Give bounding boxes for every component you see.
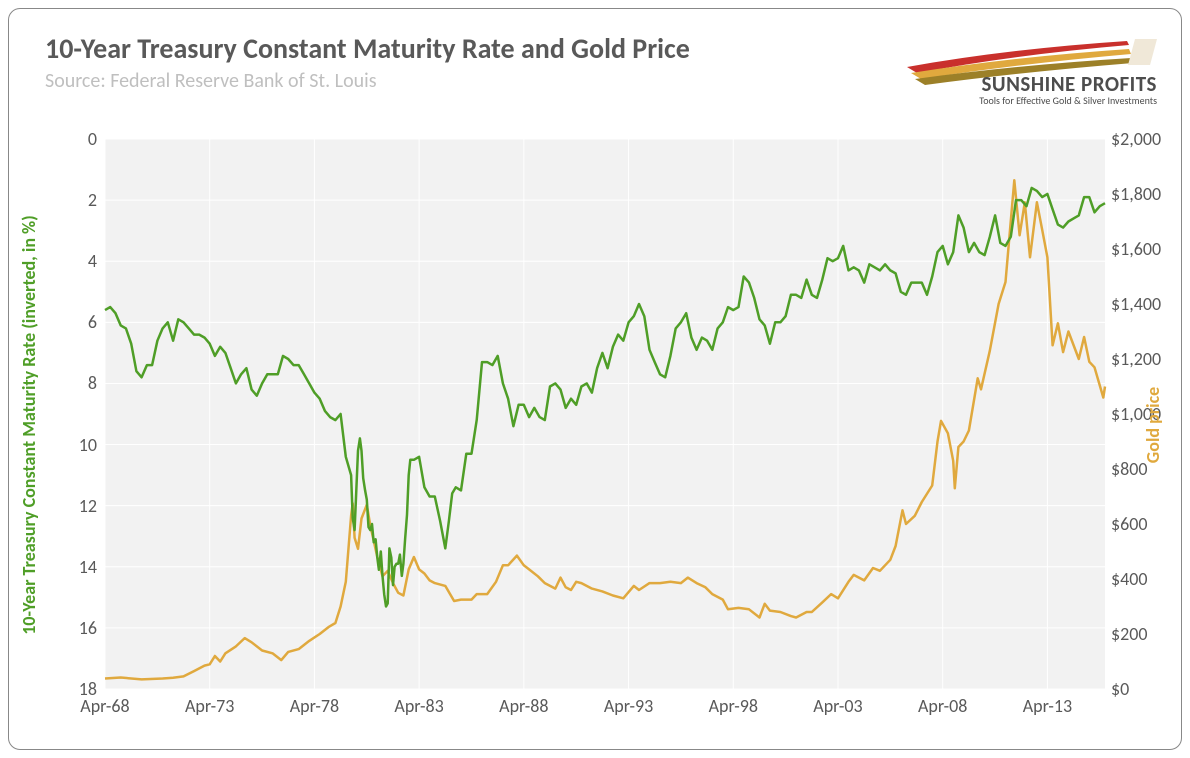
chart-frame: 10-Year Treasury Constant Maturity Rate …	[8, 8, 1182, 750]
y-right-tick-label: $2,000	[1111, 128, 1161, 150]
x-tick-label: Apr-88	[499, 695, 548, 717]
x-tick-label: Apr-78	[290, 695, 339, 717]
y-right-tick-label: $1,200	[1111, 348, 1161, 370]
plot-area	[105, 139, 1105, 689]
y-right-tick-label: $1,600	[1111, 238, 1161, 260]
y-right-tick-label: $0	[1111, 678, 1129, 700]
x-tick-label: Apr-68	[80, 695, 129, 717]
x-tick-label: Apr-03	[813, 695, 862, 717]
y-right-tick-label: $1,800	[1111, 183, 1161, 205]
treasury-rate-line	[105, 188, 1105, 607]
chart-title: 10-Year Treasury Constant Maturity Rate …	[45, 31, 690, 66]
y-left-tick-label: 14	[57, 556, 97, 578]
x-tick-label: Apr-13	[1023, 695, 1072, 717]
y-right-tick-label: $400	[1111, 568, 1148, 590]
y-left-tick-label: 10	[57, 434, 97, 456]
y-right-tick-label: $600	[1111, 513, 1148, 535]
x-tick-label: Apr-73	[185, 695, 234, 717]
y-right-tick-label: $1,400	[1111, 293, 1161, 315]
x-tick-label: Apr-98	[709, 695, 758, 717]
y-right-tick-label: $200	[1111, 623, 1148, 645]
logo-text-sub: Tools for Effective Gold & Silver Invest…	[979, 94, 1157, 107]
y-left-tick-label: 6	[57, 311, 97, 333]
y-left-tick-label: 8	[57, 372, 97, 394]
y-left-tick-label: 0	[57, 128, 97, 150]
x-tick-label: Apr-93	[604, 695, 653, 717]
chart-subtitle: Source: Federal Reserve Bank of St. Loui…	[45, 69, 377, 93]
y-right-axis-title: Gold price	[1142, 387, 1164, 463]
data-lines	[105, 139, 1105, 689]
y-left-tick-label: 2	[57, 189, 97, 211]
y-left-tick-label: 12	[57, 495, 97, 517]
y-left-tick-label: 4	[57, 250, 97, 272]
x-tick-label: Apr-83	[394, 695, 443, 717]
x-tick-label: Apr-08	[918, 695, 967, 717]
brand-logo: SUNSHINE PROFITS Tools for Effective Gol…	[897, 39, 1157, 109]
y-left-tick-label: 16	[57, 617, 97, 639]
y-left-axis-title: 10-Year Treasury Constant Maturity Rate …	[18, 215, 40, 635]
gold-price-line	[105, 180, 1105, 679]
